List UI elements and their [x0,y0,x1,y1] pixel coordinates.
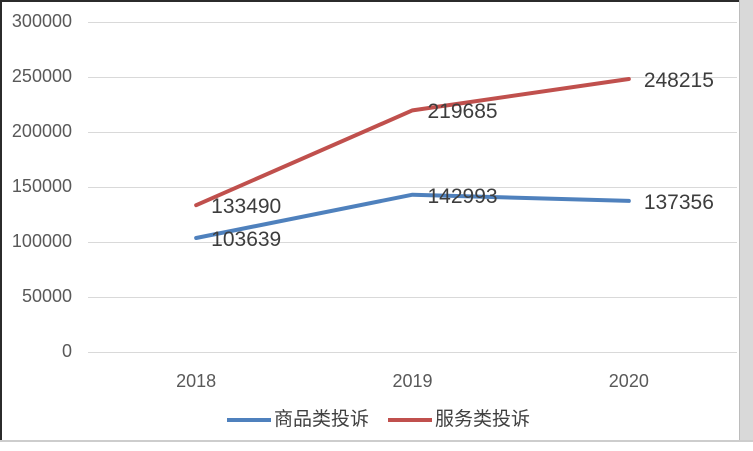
chart-frame-left-border [0,0,2,440]
y-axis-tick-label: 0 [61,341,72,361]
goods-series-line-icon [227,418,271,422]
x-axis-tick-label: 2018 [176,371,217,391]
legend-item-services-complaints: 服务类投诉 [388,409,530,431]
series-line-1 [194,76,631,208]
legend-label-services: 服务类投诉 [435,409,531,430]
legend: 商品类投诉 服务类投诉 [227,409,530,431]
data-label-0-2020: 137356 [643,190,714,214]
right-gutter [739,0,753,440]
data-label-0-2018: 103639 [211,227,282,251]
plot-area [88,22,737,353]
legend-item-goods-complaints: 商品类投诉 [227,409,369,431]
y-axis-tick-label: 300000 [11,11,72,31]
y-axis-tick-label: 150000 [11,176,72,196]
series-line-0 [194,192,631,240]
y-axis-tick-label: 100000 [11,231,72,251]
data-label-0-2019: 142993 [427,184,498,208]
x-axis-tick-label: 2019 [392,371,433,391]
data-label-1-2020: 248215 [643,68,714,92]
y-axis-tick-label: 250000 [11,66,72,86]
y-axis-tick-label: 200000 [11,121,72,141]
data-label-1-2019: 219685 [427,100,498,124]
y-axis-tick-label: 50000 [21,286,72,306]
services-series-line-icon [388,418,433,422]
x-axis-tick-label: 2020 [608,371,649,391]
legend-label-goods: 商品类投诉 [274,409,370,430]
chart-frame-top-border [0,0,739,2]
data-label-1-2018: 133490 [211,195,282,219]
chart-frame-bottom-border [0,440,753,442]
